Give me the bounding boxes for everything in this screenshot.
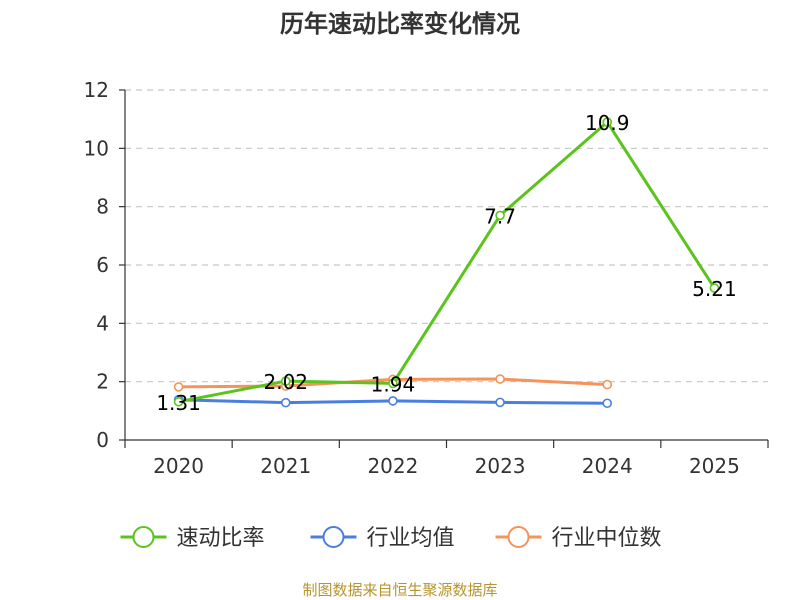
data-label: 1.31 (156, 391, 201, 415)
x-tick-label: 2022 (367, 454, 418, 478)
x-tick-label: 2023 (475, 454, 526, 478)
legend[interactable]: 速动比率 行业均值 行业中位数 (120, 526, 662, 551)
y-tick-label: 2 (96, 370, 109, 394)
data-labels: 1.31 2.02 1.94 7.7 10.9 5.21 (156, 111, 736, 415)
y-tick-label: 12 (84, 78, 109, 102)
grid-lines (125, 89, 768, 383)
data-point (173, 396, 184, 407)
data-point (280, 397, 291, 408)
legend-swatch-marker (132, 526, 155, 548)
y-tick-label: 0 (96, 428, 109, 452)
legend-label: 速动比率 (177, 526, 265, 551)
legend-item-3[interactable]: 行业中位数 (495, 526, 662, 551)
data-point (388, 396, 398, 406)
chart-title: 历年速动比率变化情况 (280, 10, 520, 38)
data-point (709, 283, 720, 293)
source-note: 制图数据来自恒生聚源数据库 (302, 581, 497, 599)
series-layer (173, 117, 720, 409)
data-label: 1.94 (371, 372, 416, 396)
data-point (495, 210, 505, 221)
x-tick-label: 2025 (689, 454, 740, 478)
data-point (602, 398, 613, 409)
data-point (173, 382, 184, 392)
data-point (495, 397, 505, 408)
data-label: 5.21 (692, 277, 737, 301)
legend-label: 行业均值 (367, 526, 455, 551)
x-tick-label: 2021 (260, 454, 311, 478)
data-label: 10.9 (585, 111, 630, 135)
y-tick-label: 6 (96, 253, 109, 277)
y-tick-label: 10 (84, 136, 109, 160)
axes: 0 2 4 6 8 10 12 2020 2021 2022 2023 2024 2025 (84, 78, 769, 478)
legend-item-1[interactable]: 速动比率 (120, 526, 265, 551)
x-tick-label: 2024 (582, 454, 633, 478)
data-point (495, 374, 505, 384)
y-tick-label: 8 (96, 195, 109, 219)
x-tick-label: 2020 (153, 454, 204, 478)
legend-swatch-marker (507, 526, 530, 548)
y-tick-label: 4 (96, 311, 109, 335)
series-line-1 (177, 120, 716, 404)
data-point (602, 379, 613, 390)
legend-item-2[interactable]: 行业均值 (310, 526, 455, 551)
data-point (602, 117, 613, 127)
legend-label: 行业中位数 (552, 526, 662, 551)
data-label: 7.7 (484, 204, 516, 228)
data-point (388, 378, 398, 389)
data-label: 2.02 (263, 370, 308, 394)
legend-swatch-marker (322, 526, 345, 548)
data-point (280, 376, 291, 386)
